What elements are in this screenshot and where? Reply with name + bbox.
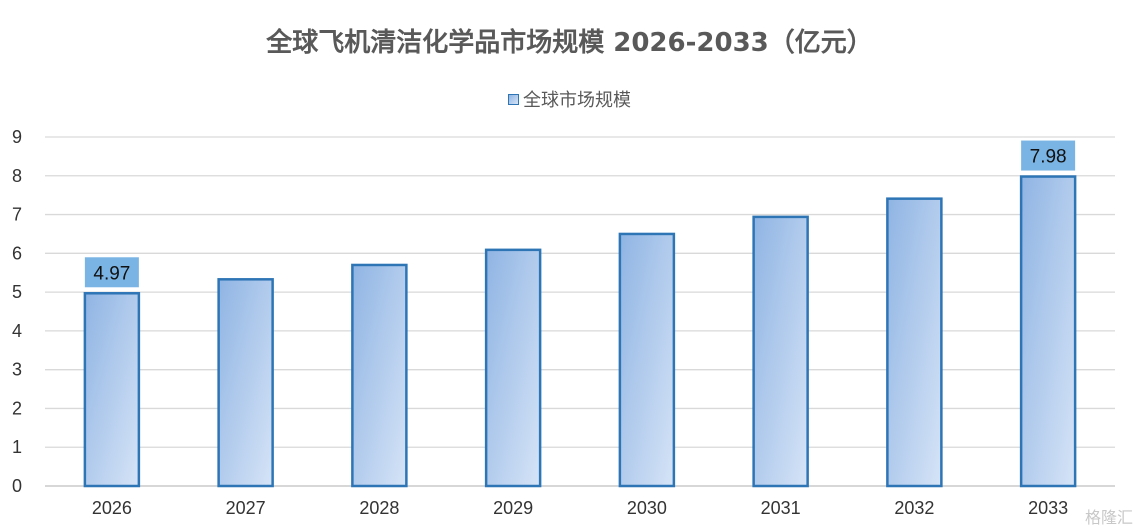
bar-series: [83, 175, 1077, 488]
y-tick-label: 5: [12, 282, 22, 302]
y-tick-label: 3: [12, 360, 22, 380]
legend-swatch: [508, 93, 519, 105]
data-label-box: [1021, 140, 1076, 171]
data-label-text: 7.98: [1030, 147, 1067, 168]
data-label: 7.98: [1021, 140, 1076, 171]
x-axis: 2026 2027 2028 2029 2030 2031 2032 2033: [92, 498, 1068, 518]
data-label: 4.97: [84, 257, 139, 288]
y-tick-label: 8: [12, 166, 22, 186]
chart-title: 全球飞机清洁化学品市场规模 2026-2033（亿元）: [266, 28, 873, 58]
bar: [886, 197, 943, 488]
y-tick-label: 4: [12, 321, 22, 341]
y-tick-label: 6: [12, 243, 22, 263]
x-tick-label: 2032: [894, 498, 934, 518]
legend-label: 全球市场规模: [523, 90, 631, 111]
bar: [351, 263, 408, 488]
x-tick-label: 2027: [226, 498, 266, 518]
chart-legend: 全球市场规模: [0, 86, 1139, 112]
y-axis: 0 1 2 3 4 5 6 7 8 9: [12, 127, 22, 496]
x-tick-label: 2030: [627, 498, 667, 518]
data-labels: 4.97 7.98: [84, 140, 1076, 288]
x-tick-label: 2029: [493, 498, 533, 518]
data-label-text: 4.97: [93, 263, 130, 284]
gridlines: [45, 136, 1115, 487]
bar: [1019, 175, 1077, 488]
bar: [217, 278, 274, 488]
bar: [752, 215, 809, 488]
y-tick-label: 1: [12, 437, 22, 457]
x-tick-label: 2033: [1028, 498, 1068, 518]
bar: [83, 292, 141, 488]
x-tick-label: 2026: [92, 498, 132, 518]
data-label-box: [84, 257, 139, 288]
y-tick-label: 2: [12, 398, 22, 418]
y-tick-label: 7: [12, 205, 22, 225]
bar: [618, 232, 676, 488]
x-tick-label: 2031: [761, 498, 801, 518]
y-tick-label: 0: [12, 476, 22, 496]
watermark-logo: 格隆汇: [1084, 508, 1133, 527]
bar: [484, 248, 542, 488]
y-tick-label: 9: [12, 127, 22, 147]
x-tick-label: 2028: [359, 498, 399, 518]
